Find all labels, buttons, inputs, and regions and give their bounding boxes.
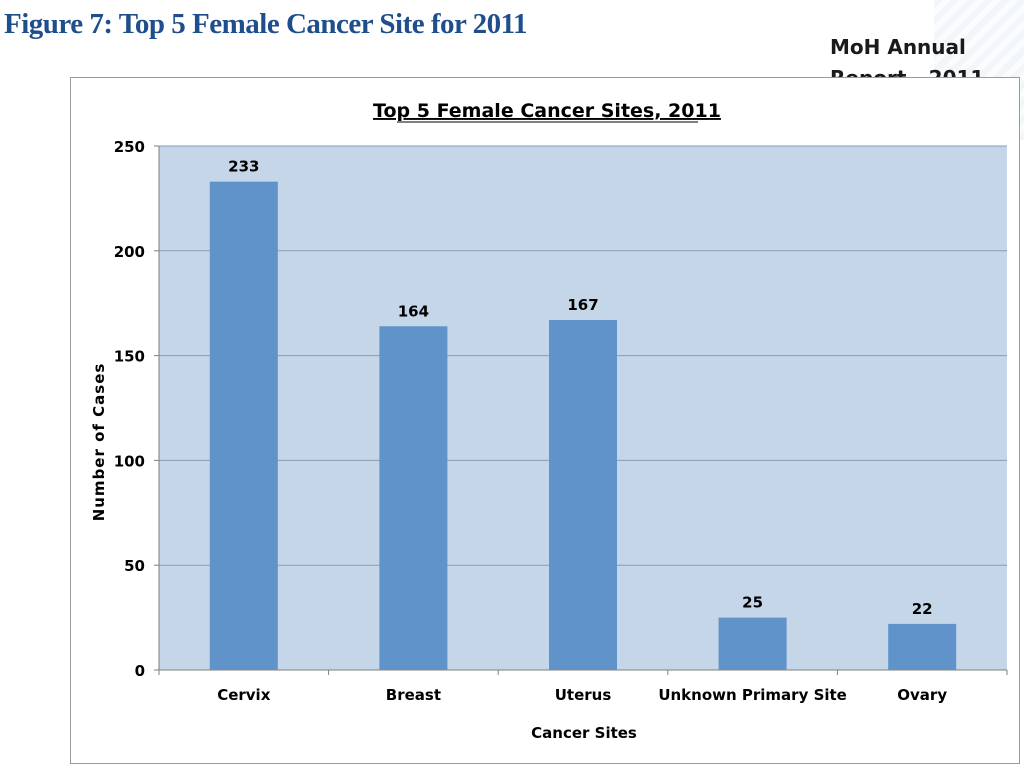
source-note-line-1: MoH Annual xyxy=(830,35,966,59)
bar-unknown-primary-site xyxy=(718,617,787,670)
bar-cervix xyxy=(209,181,278,670)
y-tick-label: 0 xyxy=(135,662,145,680)
y-axis-label: Number of Cases xyxy=(90,363,108,522)
data-label: 167 xyxy=(567,296,598,314)
x-tick-label: Cervix xyxy=(217,686,270,704)
y-tick-label: 250 xyxy=(114,138,145,156)
bar-chart: Top 5 Female Cancer Sites, 2011 0 50 100 15… xyxy=(90,100,1008,742)
x-tick-label: Unknown Primary Site xyxy=(658,686,847,704)
data-label: 22 xyxy=(912,600,933,618)
x-tick-label: Ovary xyxy=(897,686,947,704)
data-label: 233 xyxy=(228,158,259,176)
slide-title: Figure 7: Top 5 Female Cancer Site for 2… xyxy=(4,8,528,40)
chart-frame: Top 5 Female Cancer Sites, 2011 0 50 100 15… xyxy=(70,77,1020,764)
chart-title: Top 5 Female Cancer Sites, 2011 xyxy=(373,100,721,122)
y-tick-label: 200 xyxy=(114,243,145,261)
data-label: 164 xyxy=(398,302,429,320)
bar-uterus xyxy=(549,319,617,670)
y-tick-label: 100 xyxy=(114,452,145,470)
bar-breast xyxy=(379,326,448,670)
x-tick-label: Breast xyxy=(386,686,441,704)
y-tick-label: 150 xyxy=(114,348,145,366)
bar-ovary xyxy=(888,623,957,670)
data-label: 25 xyxy=(742,594,763,612)
x-tick-label: Uterus xyxy=(555,686,612,704)
x-axis-label: Cancer Sites xyxy=(531,724,637,742)
y-tick-label: 50 xyxy=(124,557,145,575)
